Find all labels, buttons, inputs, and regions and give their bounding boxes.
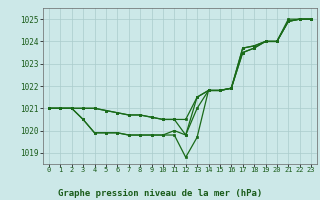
Text: Graphe pression niveau de la mer (hPa): Graphe pression niveau de la mer (hPa) bbox=[58, 189, 262, 198]
